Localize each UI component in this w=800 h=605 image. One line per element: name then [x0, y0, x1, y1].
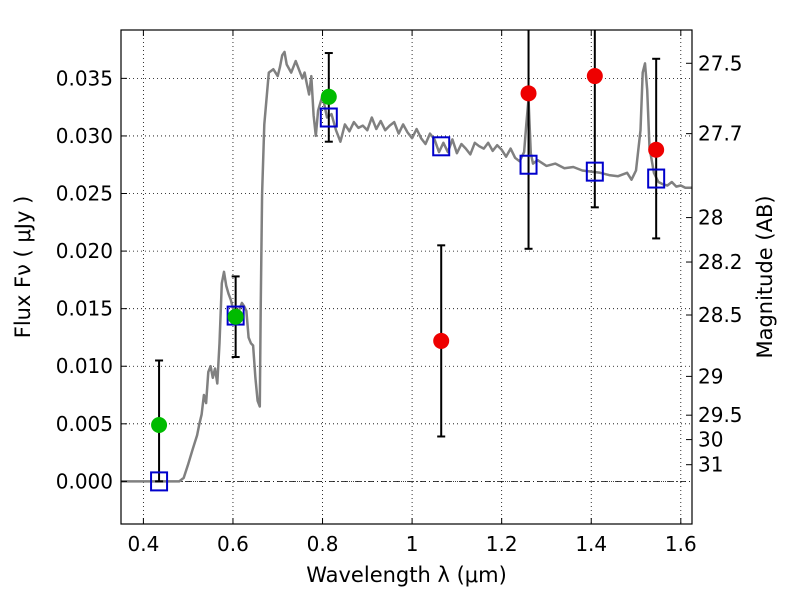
magnitude-tick-label: 28.5	[698, 303, 743, 327]
y-tick-label: 0.010	[56, 354, 113, 378]
y-tick-label: 0.025	[56, 182, 113, 206]
y-tick-label: 0.035	[56, 66, 113, 90]
detection-point	[320, 88, 337, 105]
magnitude-tick-label: 27.7	[698, 122, 743, 146]
error-bar	[590, 30, 599, 209]
y-tick-label: 0.020	[56, 239, 113, 263]
x-tick-label: 1.4	[575, 532, 607, 556]
x-tick-label: 1	[406, 532, 419, 556]
low-significance-point	[433, 332, 450, 349]
x-tick-label: 0.8	[307, 532, 339, 556]
model-photometry-square	[319, 107, 338, 128]
y-tick-label: 0.005	[56, 412, 113, 436]
y-tick-label: 0.015	[56, 297, 113, 321]
plot-frame	[120, 29, 693, 525]
x-axis-title: Wavelength λ (μm)	[306, 563, 507, 587]
x-tick-label: 1.6	[665, 532, 697, 556]
detection-point	[227, 308, 244, 325]
model-photometry-square	[647, 168, 666, 189]
low-significance-point	[520, 85, 537, 102]
grid	[121, 30, 692, 524]
magnitude-tick-label: 30	[698, 428, 723, 452]
model-photometry-square	[585, 161, 604, 182]
y-axis-title-left: Flux Fν ( μJy )	[11, 196, 35, 339]
x-tick-label: 0.4	[127, 532, 159, 556]
model-photometry-square	[150, 471, 169, 492]
error-bar	[524, 30, 533, 250]
magnitude-tick-label: 28.2	[698, 250, 743, 274]
y-tick-label: 0.000	[56, 469, 113, 493]
sed-line	[121, 50, 692, 483]
magnitude-tick-label: 28	[698, 206, 723, 230]
ticks: 0.4 0.6 0.8 1 1.2 1.4 1.6 0.000 0.005 0.010 0.015 0…	[56, 30, 743, 556]
model-photometry-square	[519, 154, 538, 175]
y-axis-title-right: Magnitude (AB)	[753, 195, 777, 358]
y-tick-label: 0.030	[56, 124, 113, 148]
detection-point	[151, 416, 168, 433]
magnitude-tick-label: 29.5	[698, 403, 743, 427]
series	[121, 30, 692, 492]
magnitude-tick-label: 29	[698, 364, 723, 388]
magnitude-tick-label: 31	[698, 453, 723, 477]
low-significance-point	[648, 141, 665, 158]
x-tick-label: 0.6	[217, 532, 249, 556]
magnitude-tick-label: 27.5	[698, 51, 743, 75]
x-tick-label: 1.2	[486, 532, 518, 556]
low-significance-point	[586, 68, 603, 85]
model-photometry-square	[432, 136, 451, 157]
